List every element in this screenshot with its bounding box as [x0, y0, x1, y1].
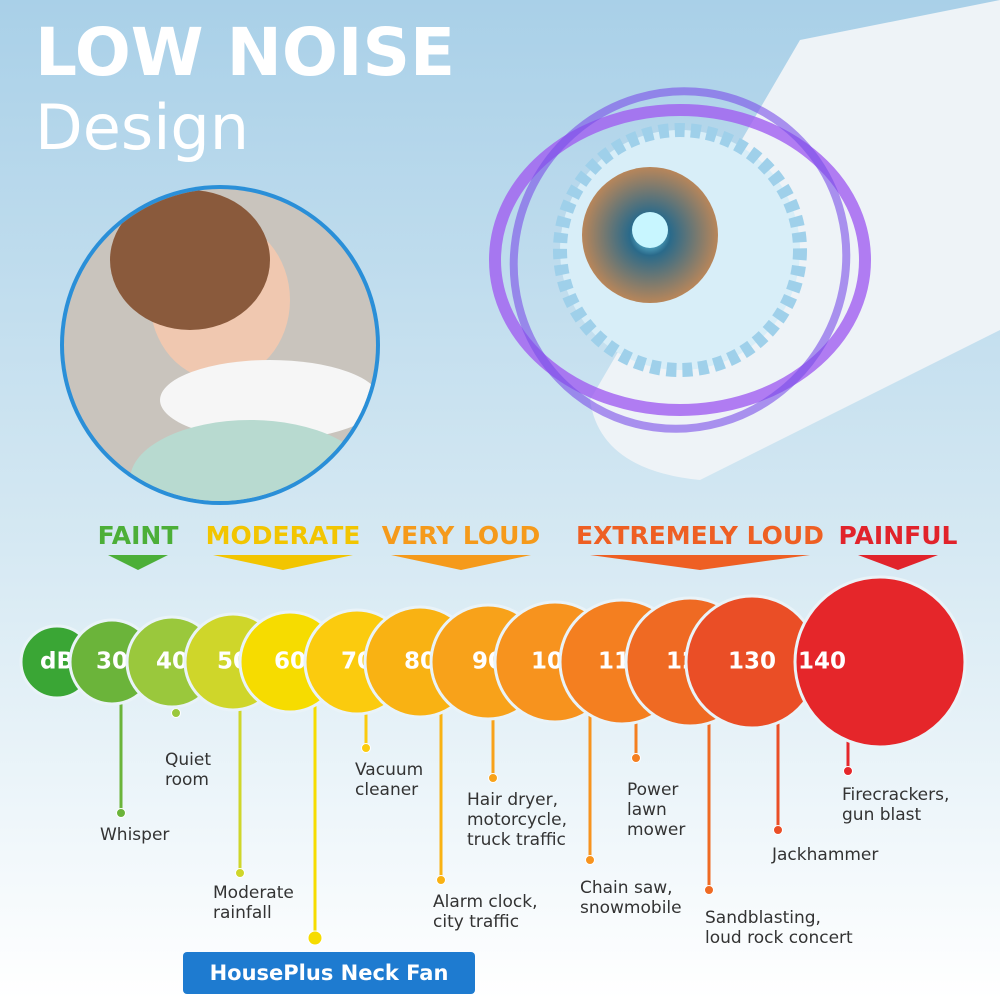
example-label: Moderate	[213, 883, 294, 903]
level-label: 130	[728, 649, 776, 675]
example-label: cleaner	[355, 780, 418, 800]
pin-dot	[436, 875, 446, 885]
level-label: dB	[40, 649, 74, 675]
example-label: Alarm clock,	[433, 892, 538, 912]
example-label: Jackhammer	[771, 845, 878, 865]
pin-dot	[361, 743, 371, 753]
pin-dot	[488, 773, 498, 783]
zone-arrow	[108, 555, 168, 570]
level-label: 30	[96, 649, 128, 675]
example-label: Chain saw,	[580, 878, 673, 898]
subtitle: Design	[35, 91, 249, 164]
zone-label: FAINT	[98, 521, 179, 550]
pin-dot	[773, 825, 783, 835]
photo	[60, 185, 380, 505]
zone-label: EXTREMELY LOUD	[576, 521, 824, 550]
example-label: lawn	[627, 800, 667, 820]
level-label: 40	[156, 649, 188, 675]
example-label: city traffic	[433, 912, 519, 932]
example-label: loud rock concert	[705, 928, 853, 948]
example-label: rainfall	[213, 903, 272, 923]
pin-dot	[585, 855, 595, 865]
pin-dot	[235, 868, 245, 878]
zone-arrow	[391, 555, 531, 570]
pin-dot	[631, 753, 641, 763]
zone-arrow	[858, 555, 938, 570]
zone-arrow	[213, 555, 353, 570]
example-label: Vacuum	[355, 760, 423, 780]
level-circle	[793, 575, 967, 749]
example-label: Firecrackers,	[842, 785, 949, 805]
pin-dot	[171, 708, 181, 718]
example-label: Quiet	[165, 750, 211, 770]
level-label: 60	[274, 649, 306, 675]
example-label: Power	[627, 780, 678, 800]
example-label: mower	[627, 820, 685, 840]
pin-dot	[843, 766, 853, 776]
title: LOW NOISE	[35, 14, 455, 91]
example-label: motorcycle,	[467, 810, 567, 830]
example-label: gun blast	[842, 805, 922, 825]
zone-label: MODERATE	[206, 521, 361, 550]
example-label: truck traffic	[467, 830, 566, 850]
level-label: 140	[798, 649, 846, 675]
example-label: Hair dryer,	[467, 790, 558, 810]
fan-illustration	[489, 0, 1000, 480]
example-label: Sandblasting,	[705, 908, 821, 928]
zone-label: PAINFUL	[839, 521, 958, 550]
example-label: Whisper	[100, 825, 169, 845]
example-label: room	[165, 770, 209, 790]
pin-dot	[116, 808, 126, 818]
zone-arrow	[590, 555, 810, 570]
example-label: snowmobile	[580, 898, 682, 918]
zone-label: VERY LOUD	[382, 521, 540, 550]
product-label: HousePlus Neck Fan	[210, 961, 449, 985]
product-badge	[183, 952, 475, 994]
pin-dot	[307, 930, 323, 946]
pin-dot	[704, 885, 714, 895]
